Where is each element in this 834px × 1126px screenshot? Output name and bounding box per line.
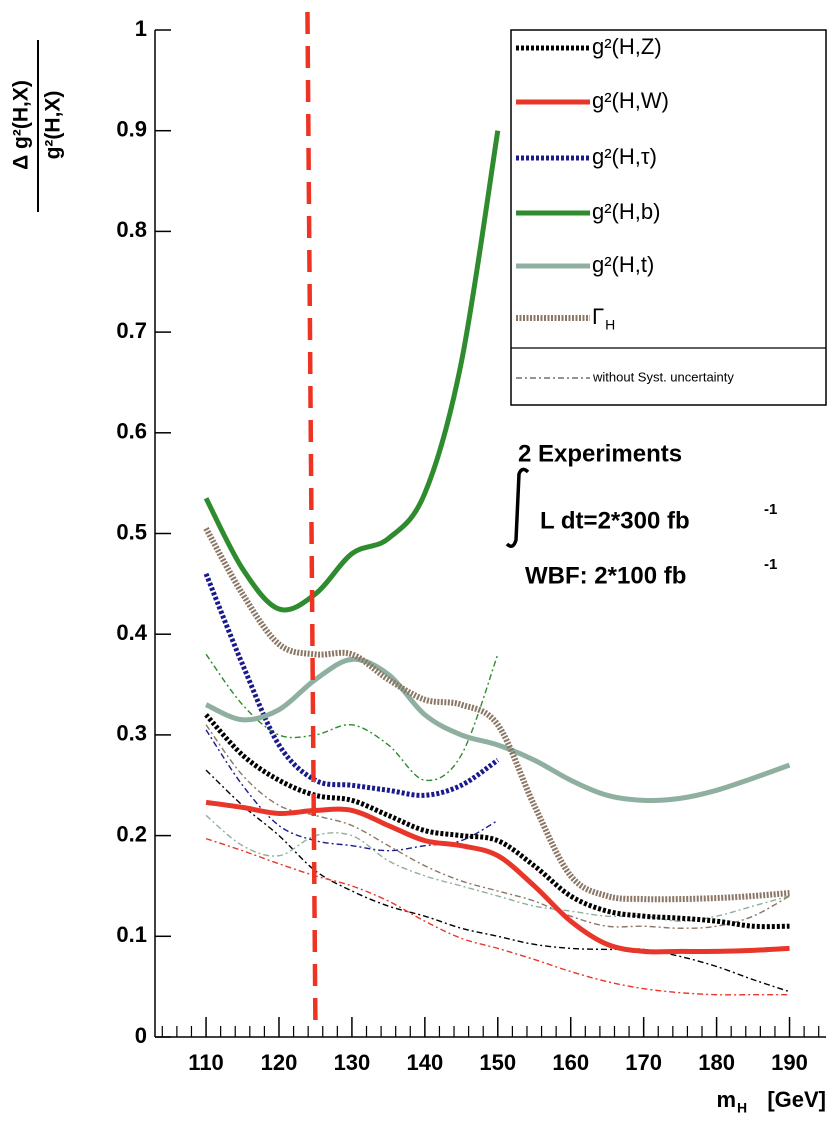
y-tick-label: 0.3 [116, 721, 147, 746]
plot-area: 0 0.1 0.2 0.3 0.4 0.5 0.6 0.7 0.8 0.9 1 110 120 130 14… [116, 11, 826, 1075]
legend-label-sub: H [605, 317, 615, 333]
line-series [203, 572, 500, 798]
y-label-numerator: Δ g²(H,X) [10, 80, 33, 170]
annotation: WBF: 2*100 fb [525, 562, 686, 589]
integral-sign [505, 467, 530, 548]
legend-label: g²(H,t) [592, 252, 654, 277]
x-tick-label: 130 [334, 1050, 371, 1075]
y-tick-label: 1 [135, 16, 147, 41]
x-tick-label: 170 [625, 1050, 662, 1075]
legend-label: g²(H,b) [592, 199, 660, 224]
y-tick-label: 0.4 [116, 620, 147, 645]
legend: g²(H,Z) g²(H,W) g²(H,τ) g²(H,b) g²(H,t) Γ Hwit… [516, 34, 734, 384]
legend-label: g²(H,W) [592, 88, 669, 113]
x-tick-label: 110 [188, 1050, 224, 1075]
line-no-syst [205, 837, 790, 996]
legend-label: g²(H,τ) [592, 144, 657, 169]
line-series [205, 799, 790, 955]
y-tick-label: 0 [135, 1023, 147, 1048]
legend-box [510, 29, 827, 406]
legend-label: g²(H,Z) [592, 34, 662, 59]
x-tick-label: 160 [552, 1050, 589, 1075]
legend-label: without Syst. uncertainty [592, 369, 734, 384]
x-tick-label: 150 [479, 1050, 516, 1075]
annotation: L dt=2*300 fb [540, 507, 690, 534]
legend-label: Γ [592, 304, 604, 329]
y-tick-label: 0.7 [116, 318, 147, 343]
x-tick-label: 190 [771, 1050, 808, 1075]
x-tick-label: 120 [261, 1050, 298, 1075]
line-no-syst [205, 814, 790, 922]
x-tick-label: 140 [406, 1050, 443, 1075]
annotation: 2 Experiments [518, 440, 682, 467]
annotation-sup: -1 [764, 556, 777, 573]
y-tick-label: 0.2 [116, 821, 147, 846]
line-series [204, 656, 791, 803]
line-series [203, 527, 790, 903]
y-tick-label: 0.1 [116, 922, 147, 947]
line-series [203, 130, 501, 613]
line-series [204, 713, 790, 930]
y-tick-label: 0.5 [116, 519, 147, 544]
x-tick-label: 180 [698, 1050, 735, 1075]
x-label: m [716, 1087, 736, 1112]
annotation-sup: -1 [764, 501, 777, 518]
y-label-denominator: g²(H,X) [42, 91, 65, 160]
y-tick-label: 0.6 [116, 419, 147, 444]
y-tick-label: 0.9 [116, 117, 147, 142]
y-tick-label: 0.8 [116, 217, 147, 242]
x-label-unit: [GeV] [767, 1087, 826, 1112]
x-label-sub: H [737, 1100, 747, 1116]
